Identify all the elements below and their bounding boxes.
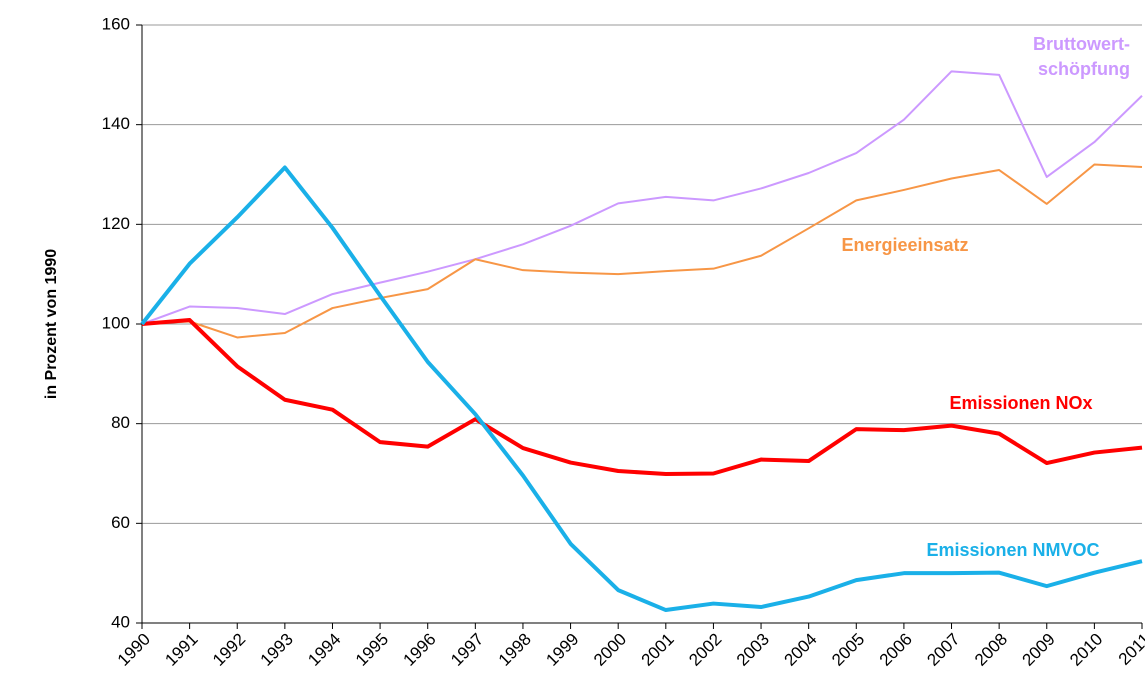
x-tick-label: 1991 bbox=[161, 630, 201, 670]
x-tick-label: 1995 bbox=[352, 630, 392, 670]
series-line bbox=[141, 318, 1143, 476]
series-label: Bruttowert-schöpfung bbox=[1033, 34, 1130, 79]
x-tick-label: 1999 bbox=[542, 630, 582, 670]
x-tick-label: 2011 bbox=[1115, 630, 1145, 669]
x-tick-label: 2006 bbox=[876, 630, 916, 670]
x-tick-label: 2004 bbox=[780, 630, 820, 670]
x-tick-label: 1997 bbox=[447, 630, 487, 670]
y-tick-label: 120 bbox=[102, 214, 130, 233]
series-line bbox=[141, 163, 1143, 339]
x-tick-label: 2001 bbox=[638, 630, 678, 670]
x-tick-label: 1996 bbox=[400, 630, 440, 670]
series-label: Emissionen NOx bbox=[949, 393, 1092, 413]
y-tick-label: 40 bbox=[111, 612, 130, 631]
x-tick-label: 2008 bbox=[971, 630, 1011, 670]
y-tick-label: 160 bbox=[102, 14, 130, 33]
x-tick-label: 2003 bbox=[733, 630, 773, 670]
series-line bbox=[141, 70, 1143, 325]
y-axis-label: in Prozent von 1990 bbox=[43, 249, 60, 399]
x-tick-label: 2005 bbox=[828, 630, 868, 670]
series-label: Emissionen NMVOC bbox=[926, 540, 1099, 560]
y-tick-label: 100 bbox=[102, 313, 130, 332]
y-tick-label: 60 bbox=[111, 513, 130, 532]
x-tick-label: 1994 bbox=[304, 630, 344, 670]
series-line bbox=[140, 165, 1143, 613]
y-tick-label: 140 bbox=[102, 114, 130, 133]
x-tick-label: 2010 bbox=[1066, 630, 1106, 670]
x-tick-label: 1992 bbox=[209, 630, 249, 670]
x-tick-label: 2000 bbox=[590, 630, 630, 670]
x-tick-label: 1990 bbox=[114, 630, 154, 670]
x-tick-label: 2002 bbox=[685, 630, 725, 670]
y-tick-label: 80 bbox=[111, 413, 130, 432]
series-label: Energieeinsatz bbox=[841, 235, 968, 255]
x-tick-label: 2007 bbox=[923, 630, 963, 670]
x-tick-label: 1993 bbox=[257, 630, 297, 670]
x-tick-label: 1998 bbox=[495, 630, 535, 670]
x-tick-label: 2009 bbox=[1019, 630, 1059, 670]
